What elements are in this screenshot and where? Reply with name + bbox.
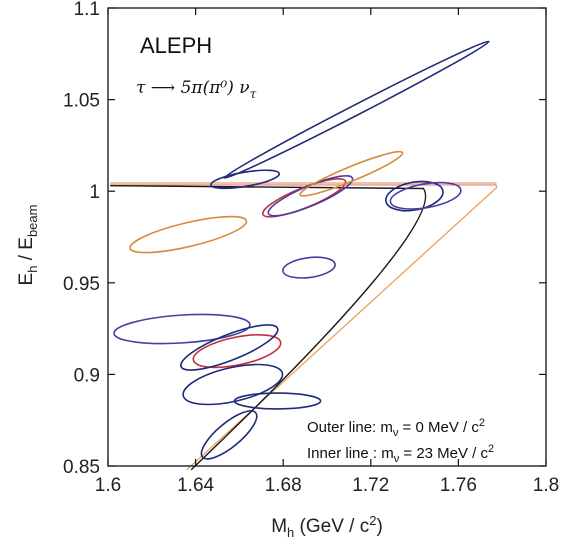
event-ellipse-9 bbox=[389, 181, 462, 210]
event-ellipse-5 bbox=[267, 175, 354, 217]
y-title-main: E bbox=[16, 273, 37, 286]
legend-inner-sup: 2 bbox=[488, 443, 494, 455]
x-tick-label: 1.72 bbox=[352, 475, 389, 496]
legend-outer-pre: Outer line: m bbox=[307, 419, 393, 436]
y-tick-label: 1.1 bbox=[74, 0, 100, 20]
event-ellipse-14 bbox=[233, 392, 322, 410]
legend-inner-post: = 23 MeV / c bbox=[399, 445, 488, 462]
y-tick-label: 0.85 bbox=[63, 457, 100, 478]
x-tick-label: 1.8 bbox=[533, 475, 559, 496]
event-ellipse-1 bbox=[223, 40, 490, 179]
event-ellipse-6 bbox=[299, 150, 404, 197]
x-tick-label: 1.64 bbox=[177, 475, 214, 496]
event-ellipse-2 bbox=[210, 169, 281, 190]
x-title-sup: 2 bbox=[369, 513, 376, 528]
event-ellipse-3 bbox=[129, 215, 248, 254]
axis-ticks: 1.6 1.64 1.68 1.72 1.76 1.8 0.85 0.9 0.95 1 1.05 1.… bbox=[63, 0, 559, 496]
y-axis-title: Eh / Ebeam bbox=[16, 205, 40, 286]
x-title-close: ) bbox=[376, 516, 382, 537]
outer-boundary-line bbox=[110, 182, 498, 471]
experiment-label: ALEPH bbox=[140, 33, 212, 58]
event-ellipse-11 bbox=[192, 334, 282, 369]
event-ellipse-15 bbox=[200, 410, 258, 460]
legend-inner-line: Inner line : mν = 23 MeV / c2 bbox=[307, 443, 494, 465]
event-ellipse-13 bbox=[182, 363, 284, 406]
legend-outer-post: = 0 MeV / c bbox=[398, 419, 479, 436]
event-ellipse-10 bbox=[113, 313, 251, 345]
x-tick-label: 1.68 bbox=[265, 475, 302, 496]
y-title-sub2: beam bbox=[25, 205, 40, 238]
legend-outer-line: Outer line: mν = 0 MeV / c2 bbox=[307, 417, 485, 439]
event-ellipse-12 bbox=[180, 324, 279, 371]
y-tick-label: 0.9 bbox=[74, 365, 100, 386]
x-title-sub: h bbox=[287, 525, 294, 540]
x-tick-label: 1.76 bbox=[440, 475, 477, 496]
plot-frame bbox=[107, 7, 547, 467]
legend-outer-sub: ν bbox=[393, 427, 399, 439]
y-tick-label: 1.05 bbox=[63, 91, 100, 112]
x-axis-title: Mh (GeV / c2) bbox=[271, 513, 383, 540]
y-title-mid: / E bbox=[16, 237, 37, 266]
inner-boundary-line bbox=[110, 185, 427, 471]
decay-label: τ ⟶ 5π(π⁰) ντ bbox=[136, 78, 257, 101]
chart-marks bbox=[110, 40, 498, 471]
decay-text: τ ⟶ 5π(π⁰) ν bbox=[136, 78, 250, 98]
event-ellipse-8 bbox=[385, 180, 444, 212]
x-tick-label: 1.6 bbox=[95, 475, 121, 496]
legend-outer-sup: 2 bbox=[479, 417, 485, 429]
y-tick-label: 0.95 bbox=[63, 274, 100, 295]
y-title-sub1: h bbox=[25, 266, 40, 273]
y-tick-label: 1 bbox=[89, 182, 100, 203]
legend-inner-sub: ν bbox=[394, 453, 400, 465]
decay-subscript: τ bbox=[250, 87, 257, 101]
legend-inner-pre: Inner line : m bbox=[307, 445, 394, 462]
x-title-main: M bbox=[271, 516, 287, 537]
event-ellipse-7 bbox=[282, 256, 336, 279]
x-title-unit: (GeV / c bbox=[294, 516, 369, 537]
